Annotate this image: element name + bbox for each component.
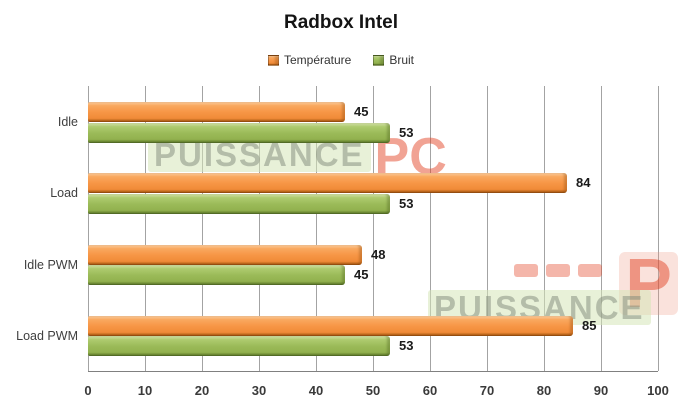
- value-label: 48: [371, 247, 386, 262]
- x-tick-label: 30: [251, 383, 267, 398]
- grid-line: [430, 86, 431, 371]
- x-tick-label: 0: [84, 383, 92, 398]
- bar-bruit: [88, 336, 390, 356]
- grid-line: [145, 86, 146, 371]
- chart-title: Radbox Intel: [283, 12, 398, 33]
- legend-item-temperature: Température: [267, 53, 352, 67]
- value-label: 53: [399, 196, 414, 211]
- x-tick-label: 90: [593, 383, 609, 398]
- value-label: 84: [576, 175, 591, 190]
- legend: Température Bruit: [0, 53, 682, 67]
- category-label: Load PWM: [16, 328, 78, 343]
- bar-bruit: [88, 194, 390, 214]
- category-label: Load: [50, 185, 78, 200]
- grid-line: [601, 86, 602, 371]
- grid-line: [202, 86, 203, 371]
- bruit-legend-swatch-icon: [373, 54, 385, 66]
- legend-label-temperature: Température: [283, 53, 352, 67]
- x-tick-label: 60: [422, 383, 438, 398]
- bar-temperature: [88, 102, 345, 122]
- x-tick-label: 10: [137, 383, 153, 398]
- x-tick-label: 20: [194, 383, 210, 398]
- grid-line: [487, 86, 488, 371]
- x-tick-label: 80: [536, 383, 552, 398]
- grid-line: [316, 86, 317, 371]
- value-label: 45: [354, 267, 369, 282]
- x-tick-label: 70: [479, 383, 495, 398]
- category-label: Idle: [57, 114, 78, 129]
- bar-bruit: [88, 123, 390, 143]
- value-label: 85: [582, 318, 597, 333]
- grid-line: [373, 86, 374, 371]
- x-tick-label: 100: [647, 383, 669, 398]
- grid-line: [658, 86, 659, 371]
- x-tick-label: 50: [365, 383, 381, 398]
- bar-temperature: [88, 245, 362, 265]
- grid-line: [544, 86, 545, 371]
- legend-label-bruit: Bruit: [389, 53, 415, 67]
- category-label: Idle PWM: [23, 257, 78, 272]
- grid-line: [259, 86, 260, 371]
- grid-line: [88, 86, 89, 371]
- value-label: 53: [399, 338, 414, 353]
- bar-temperature: [88, 173, 567, 193]
- x-tick-label: 40: [308, 383, 324, 398]
- plot-area: 45 53 84 53 48 45 85 53: [88, 86, 659, 372]
- value-label: 45: [354, 104, 369, 119]
- value-label: 53: [399, 125, 414, 140]
- legend-item-bruit: Bruit: [373, 53, 414, 67]
- bar-temperature: [88, 316, 573, 336]
- bar-bruit: [88, 265, 345, 285]
- temperature-legend-swatch-icon: [267, 54, 279, 66]
